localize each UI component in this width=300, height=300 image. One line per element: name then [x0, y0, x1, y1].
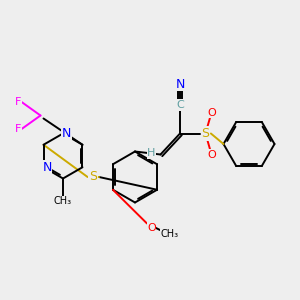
Text: F: F [15, 97, 21, 107]
Text: S: S [89, 170, 97, 184]
Text: F: F [15, 124, 21, 134]
Text: C: C [176, 100, 184, 110]
Text: N: N [175, 77, 185, 91]
Text: CH₃: CH₃ [54, 196, 72, 206]
Text: O: O [207, 149, 216, 160]
Text: O: O [147, 223, 156, 233]
Text: N: N [62, 127, 71, 140]
Text: S: S [202, 127, 209, 140]
Text: N: N [42, 161, 52, 174]
Text: O: O [207, 107, 216, 118]
Text: CH₃: CH₃ [160, 229, 178, 239]
Text: H: H [147, 148, 156, 158]
